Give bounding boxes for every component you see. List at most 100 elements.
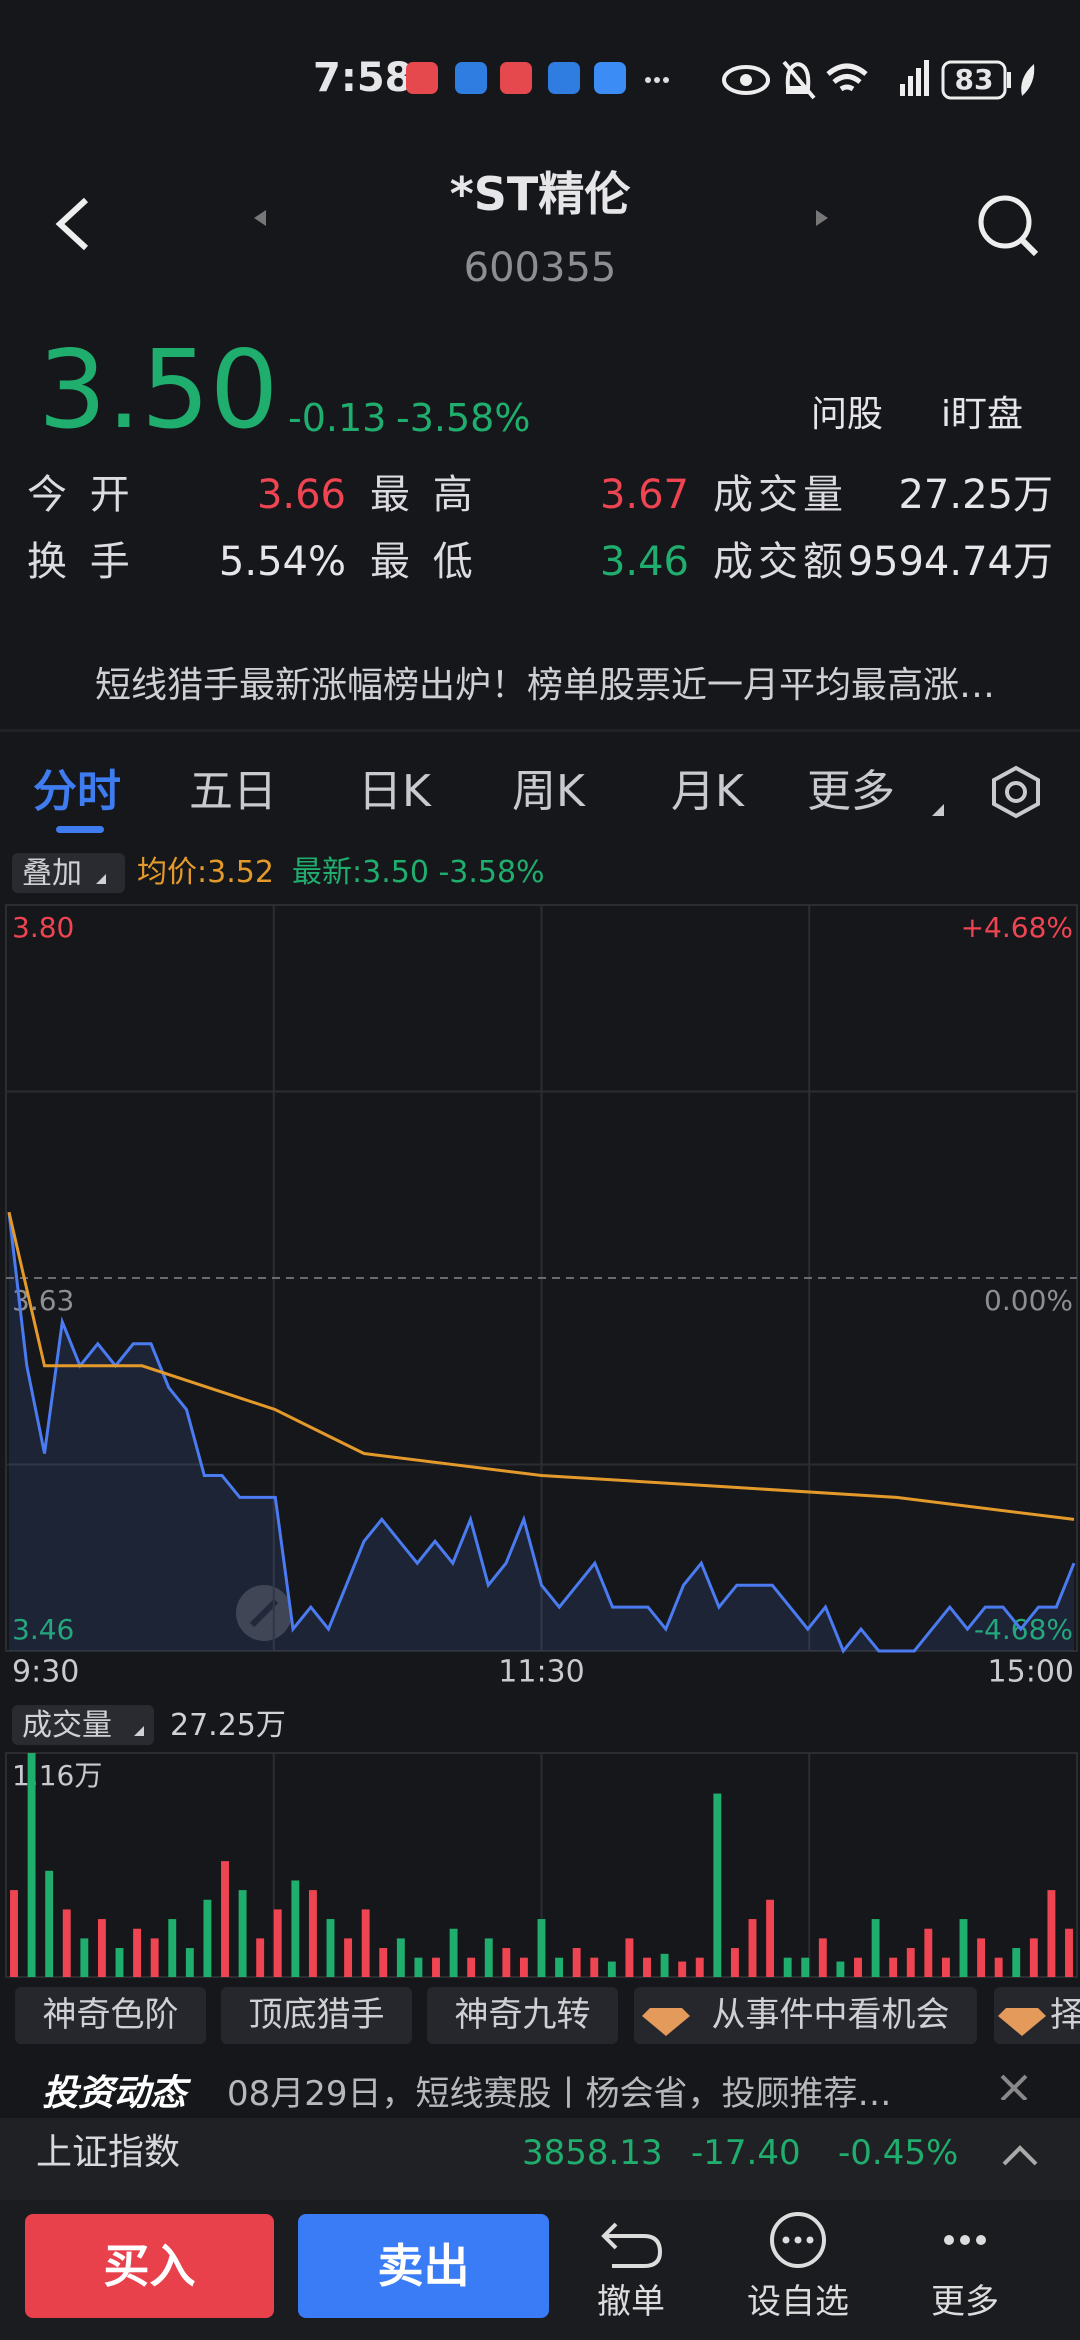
tab-icons xyxy=(932,765,1040,819)
overlay-button[interactable] xyxy=(12,853,125,893)
volume-bar xyxy=(590,1957,599,1977)
volume-bar xyxy=(97,1919,106,1977)
volume-bar xyxy=(660,1953,669,1977)
average-line xyxy=(7,1211,1075,1521)
chip[interactable]: 神奇九转 xyxy=(427,1987,618,2044)
sell-button[interactable]: 卖出 xyxy=(298,2214,549,2318)
volume-bar xyxy=(256,1938,265,1977)
tab-active[interactable]: 分时 xyxy=(33,766,121,817)
volume-bar xyxy=(977,1938,986,1977)
volume-bar xyxy=(484,1938,493,1977)
x-tick-label: 11:30 xyxy=(498,1655,584,1690)
tab[interactable]: 日K xyxy=(358,766,431,817)
volume-bar xyxy=(783,1957,792,1977)
volume-button[interactable] xyxy=(12,1705,154,1745)
back-button[interactable] xyxy=(55,197,89,251)
ask-stock[interactable]: 问股 xyxy=(810,394,883,435)
volume-bar xyxy=(941,1957,950,1977)
watermark xyxy=(236,1585,292,1641)
volume-bar xyxy=(519,1957,528,1977)
volume-bar xyxy=(1012,1948,1021,1977)
volume-bar xyxy=(818,1938,827,1977)
volume-bar xyxy=(889,1957,898,1977)
volume-bar xyxy=(625,1938,634,1977)
y-tick-label: 3.63 xyxy=(12,1284,74,1317)
tab-underline xyxy=(56,826,104,833)
volume-bar xyxy=(379,1948,388,1977)
volume-bar xyxy=(115,1948,124,1977)
volume-bar xyxy=(555,1957,564,1977)
y2-tick-label: 0.00% xyxy=(984,1284,1073,1317)
volume-bar xyxy=(1065,1928,1073,1977)
tab[interactable]: 周K xyxy=(512,766,585,817)
chip[interactable]: 从事件中看机会 xyxy=(634,1987,977,2044)
close-feed[interactable] xyxy=(1000,2074,1028,2100)
overlay-label[interactable]: 叠加 xyxy=(22,856,82,891)
more-menu[interactable]: 更多 xyxy=(931,2282,999,2322)
volume-bar xyxy=(168,1919,177,1977)
volume-bar xyxy=(10,1890,18,1977)
volume-bar xyxy=(678,1961,687,1977)
chip-label[interactable]: 择 xyxy=(1050,1995,1080,2035)
y2-tick-label: -4.68% xyxy=(974,1613,1073,1646)
stat-value: 27.25万 xyxy=(898,472,1053,518)
index-name[interactable]: 上证指数 xyxy=(36,2132,181,2173)
volume-bar xyxy=(396,1938,405,1977)
y-tick-label: 3.80 xyxy=(12,911,74,944)
volume-bar xyxy=(906,1948,915,1977)
volume-bar xyxy=(713,1793,722,1977)
volume-bar xyxy=(45,1870,54,1977)
watch-stock[interactable]: i盯盘 xyxy=(940,394,1023,435)
volume-bar xyxy=(1029,1938,1038,1977)
stat-label: 成交量 xyxy=(713,472,848,518)
news-headline[interactable]: 短线猎手最新涨幅榜出炉！榜单股票近一月平均最高涨… xyxy=(95,665,996,706)
volume-bar xyxy=(150,1938,159,1977)
volume-bar xyxy=(643,1957,651,1977)
volume-bar xyxy=(994,1957,1003,1977)
tab[interactable]: 五日 xyxy=(189,766,277,817)
stat-label: 今 开 xyxy=(27,472,135,518)
volume-bar xyxy=(959,1919,968,1977)
latest-price: 最新:3.50 -3.58% xyxy=(292,855,545,890)
y-tick-label: 3.46 xyxy=(12,1613,74,1646)
volume-bar xyxy=(924,1928,933,1977)
volume-bar xyxy=(221,1861,229,1977)
volume-bar xyxy=(502,1948,511,1977)
feed-text[interactable]: 08月29日，短线赛股丨杨会省，投顾推荐… xyxy=(227,2074,892,2114)
add-watchlist[interactable]: 设自选 xyxy=(747,2282,849,2322)
search-button[interactable] xyxy=(978,195,1039,257)
tab[interactable]: 月K xyxy=(671,766,744,817)
volume-bar xyxy=(273,1909,282,1977)
volume-bar xyxy=(467,1957,476,1977)
chip[interactable]: 顶底猎手 xyxy=(221,1987,412,2044)
volume-bar xyxy=(572,1948,581,1977)
stat-label: 成交额 xyxy=(713,539,848,585)
stat-value: 3.46 xyxy=(599,539,689,585)
y-tick-label: 1.16万 xyxy=(12,1759,102,1792)
stat-value: 3.66 xyxy=(256,472,346,518)
volume-title[interactable]: 成交量 xyxy=(22,1708,112,1743)
buy-button[interactable]: 买入 xyxy=(25,2214,274,2318)
next-stock[interactable] xyxy=(816,210,828,226)
settings-button[interactable] xyxy=(992,765,1040,819)
index-chevron[interactable] xyxy=(1000,2140,1040,2170)
volume-bar xyxy=(801,1957,810,1977)
chip-label[interactable]: 从事件中看机会 xyxy=(711,1995,950,2035)
y2-tick-label: +4.68% xyxy=(961,911,1073,944)
volume-bar xyxy=(748,1919,757,1977)
volume-bar xyxy=(695,1957,704,1977)
volume-bar xyxy=(238,1890,247,1977)
volume-bar xyxy=(730,1948,739,1977)
volume-bar xyxy=(414,1957,423,1977)
index-change-pct: -0.45% xyxy=(838,2133,959,2173)
stat-label: 最 高 xyxy=(370,472,478,518)
price-change-pct: -3.58% xyxy=(396,396,531,440)
chip[interactable]: 神奇色阶 xyxy=(15,1987,206,2044)
volume-bar xyxy=(203,1899,212,1977)
prev-stock[interactable] xyxy=(254,210,266,226)
index-value: 3858.13 xyxy=(522,2133,663,2173)
cancel-order[interactable]: 撤单 xyxy=(597,2282,665,2322)
tab[interactable]: 更多 xyxy=(807,766,895,817)
